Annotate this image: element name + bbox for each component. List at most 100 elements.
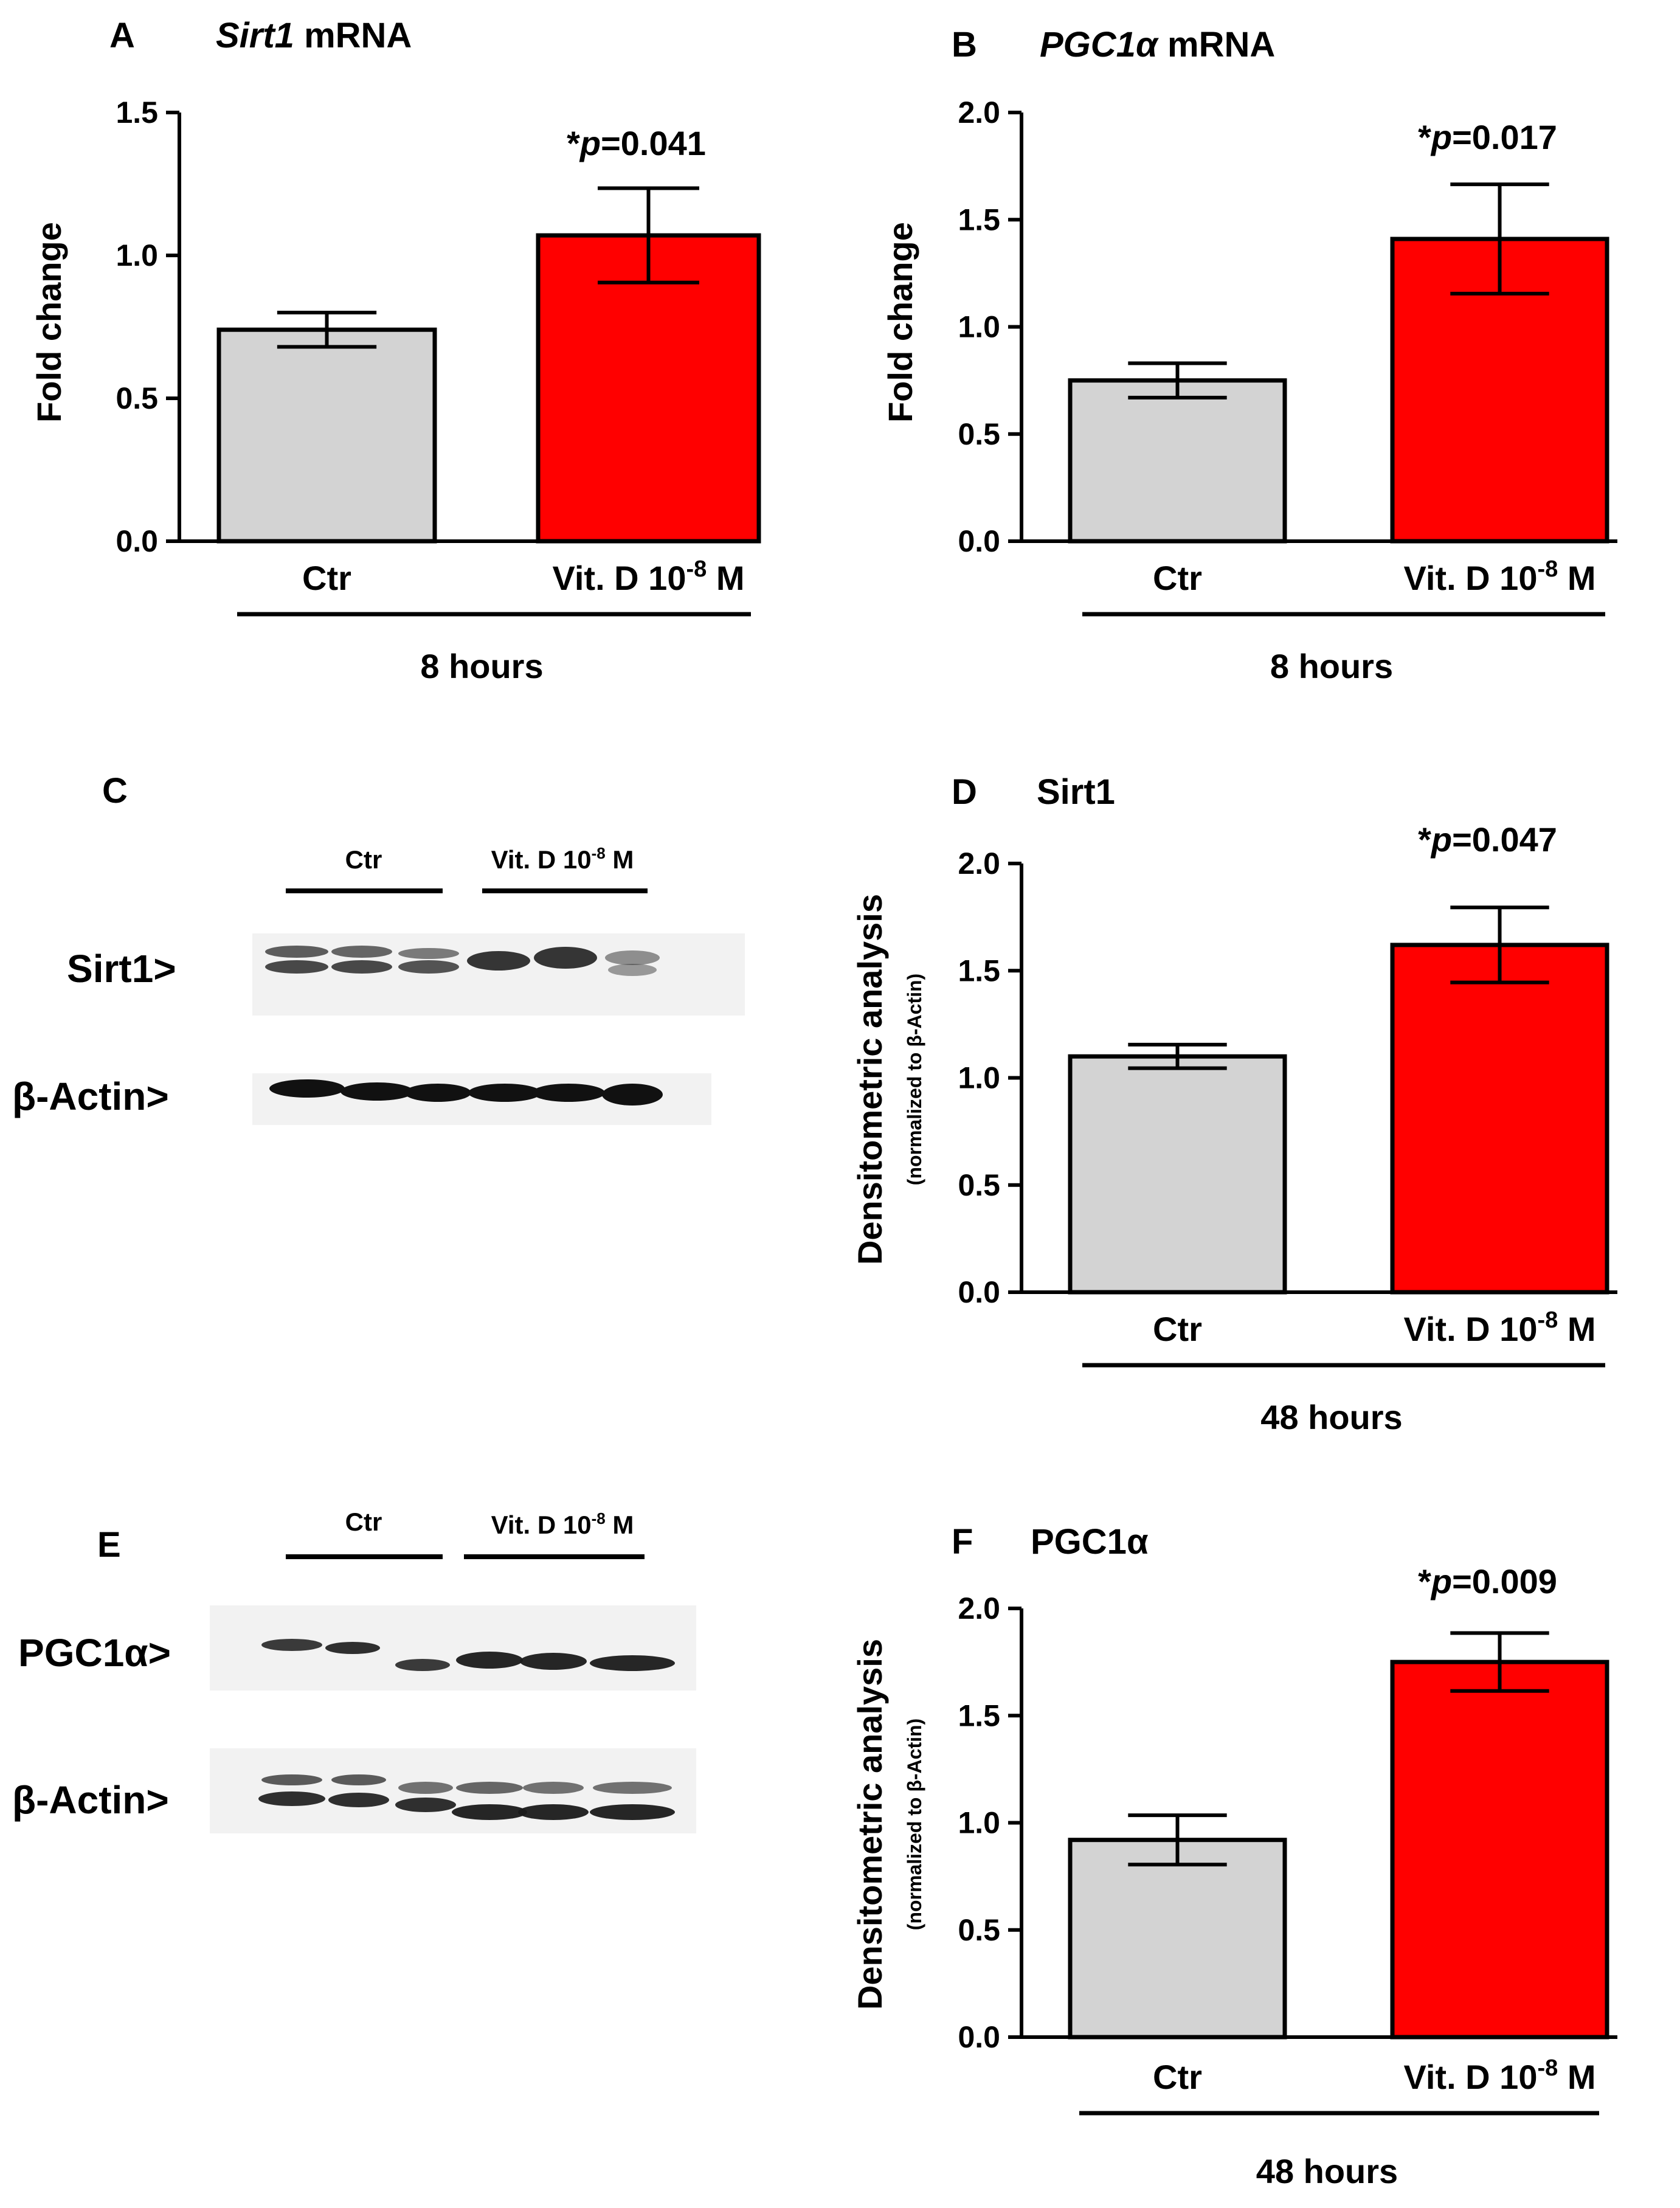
bar (536, 233, 761, 544)
blot-bands-sirt1 (265, 946, 660, 976)
y-axis-label: Fold change (881, 222, 919, 423)
significance-annotation: *p=0.017 (1418, 118, 1557, 156)
band (395, 1659, 450, 1671)
x-category-label: Ctr (1153, 559, 1202, 597)
y-tick-label: 1.0 (958, 310, 1000, 344)
bar (1068, 378, 1287, 544)
group-label: 8 hours (420, 647, 543, 685)
blot-membrane-sirt1 (252, 933, 745, 1016)
band (395, 1798, 456, 1812)
band (331, 960, 392, 974)
blot-group-ctr: Ctr (345, 845, 382, 874)
bar (1068, 1054, 1287, 1295)
chart-plot-d: 0.0 0.5 1.0 1.5 2.0 Densitometric analysis (no… (851, 820, 1617, 1436)
panel-letter: E (97, 1525, 121, 1565)
panel-d: D Sirt1 0.0 0.5 1.0 1.5 2.0 Densitometric ana… (851, 772, 1617, 1436)
blot-bands-actin (269, 1079, 663, 1106)
bar (1390, 1659, 1609, 2040)
blot-group-vitd: Vit. D 10-8 M (491, 1509, 634, 1539)
group-label: 48 hours (1260, 1398, 1402, 1436)
band (590, 1804, 675, 1820)
panel-letter: D (952, 772, 977, 812)
blot-row-label-actin: β-Actin> (12, 1075, 169, 1118)
band (602, 1084, 663, 1106)
blot-bands-pgc1a (261, 1639, 675, 1671)
y-tick-label: 1.0 (958, 1061, 1000, 1095)
panel-letter: C (102, 771, 128, 811)
band (258, 1791, 325, 1806)
panel-e: E Ctr Vit. D 10-8 M PGC1α> β-Actin> (12, 1507, 696, 1833)
x-category-label: Ctr (302, 559, 351, 597)
y-tick-label: 0.5 (958, 1913, 1000, 1947)
blot-bands-actin (258, 1774, 675, 1820)
y-axis-sublabel: (normalized to β-Actin) (904, 974, 925, 1185)
band (340, 1082, 413, 1101)
band (398, 948, 459, 959)
panel-letter: B (952, 25, 977, 64)
y-tick-label: 1.5 (958, 1698, 1000, 1732)
y-tick-label: 2.0 (958, 846, 1000, 881)
significance-annotation: *p=0.041 (567, 124, 706, 162)
blot-row-label-pgc1a: PGC1α> (18, 1631, 171, 1675)
y-tick-label: 1.0 (116, 238, 158, 272)
band (398, 1782, 453, 1794)
blot-row-label-sirt1: Sirt1> (67, 947, 176, 991)
band (398, 960, 459, 974)
x-category-label: Vit. D 10-8 M (1404, 2055, 1596, 2096)
band (468, 1084, 541, 1102)
band (404, 1084, 471, 1102)
y-tick-label: 0.0 (958, 1275, 1000, 1309)
y-axis-label: Densitometric analysis (851, 1639, 889, 2010)
y-tick-label: 0.0 (116, 524, 158, 558)
chart-plot-b: 0.0 0.5 1.0 1.5 2.0 Fold change Ctr Vit. D 10-8… (881, 95, 1617, 685)
blot-row-label-actin: β-Actin> (12, 1778, 169, 1822)
band (523, 1782, 584, 1794)
chart-title: PGC1α (1031, 1522, 1149, 1562)
y-tick-label: 1.5 (958, 202, 1000, 237)
band (331, 1774, 386, 1785)
band (532, 1084, 605, 1102)
chart-title: Sirt1 (1037, 772, 1115, 812)
chart-title: Sirt1 mRNA (216, 16, 412, 55)
band (608, 964, 657, 976)
panel-b: B PGC1α mRNA 0.0 0.5 1.0 1.5 2.0 Fold change C… (881, 25, 1617, 685)
x-category-label: Ctr (1153, 1310, 1202, 1348)
chart-title: PGC1α mRNA (1040, 25, 1275, 64)
band (520, 1653, 587, 1670)
group-label: 8 hours (1270, 647, 1393, 685)
x-category-label: Vit. D 10-8 M (553, 556, 745, 597)
y-axis-label: Densitometric analysis (851, 894, 889, 1265)
y-axis-sublabel: (normalized to β-Actin) (904, 1718, 925, 1930)
band (328, 1793, 389, 1807)
band (265, 960, 328, 974)
y-tick-label: 2.0 (958, 95, 1000, 130)
band (452, 1804, 527, 1820)
significance-annotation: *p=0.047 (1418, 820, 1557, 859)
band (261, 1774, 322, 1785)
band (605, 950, 660, 965)
y-tick-label: 1.5 (958, 953, 1000, 988)
y-tick-label: 0.5 (116, 381, 158, 415)
chart-plot-a: 0.0 0.5 1.0 1.5 Fold change Ctr Vit. D 10-8 M *… (30, 95, 761, 685)
blot-group-vitd: Vit. D 10-8 M (491, 844, 634, 874)
band (265, 946, 328, 958)
band (593, 1782, 672, 1794)
significance-annotation: *p=0.009 (1418, 1562, 1557, 1601)
band (467, 951, 530, 971)
panel-f: F PGC1α 0.0 0.5 1.0 1.5 2.0 Densitometric ana… (851, 1522, 1617, 2190)
panel-letter: F (952, 1522, 973, 1562)
band (325, 1642, 380, 1654)
y-axis-label: Fold change (30, 222, 68, 423)
y-tick-label: 2.0 (958, 1591, 1000, 1625)
bar (216, 327, 437, 544)
bar (1068, 1838, 1287, 2040)
y-tick-label: 0.5 (958, 417, 1000, 451)
bar (1390, 943, 1609, 1295)
x-category-label: Vit. D 10-8 M (1404, 1307, 1596, 1348)
chart-plot-f: 0.0 0.5 1.0 1.5 2.0 Densitometric analysis (no… (851, 1562, 1617, 2190)
y-tick-label: 1.5 (116, 95, 158, 130)
band (269, 1079, 345, 1098)
band (456, 1782, 523, 1794)
group-label: 48 hours (1256, 2152, 1398, 2190)
